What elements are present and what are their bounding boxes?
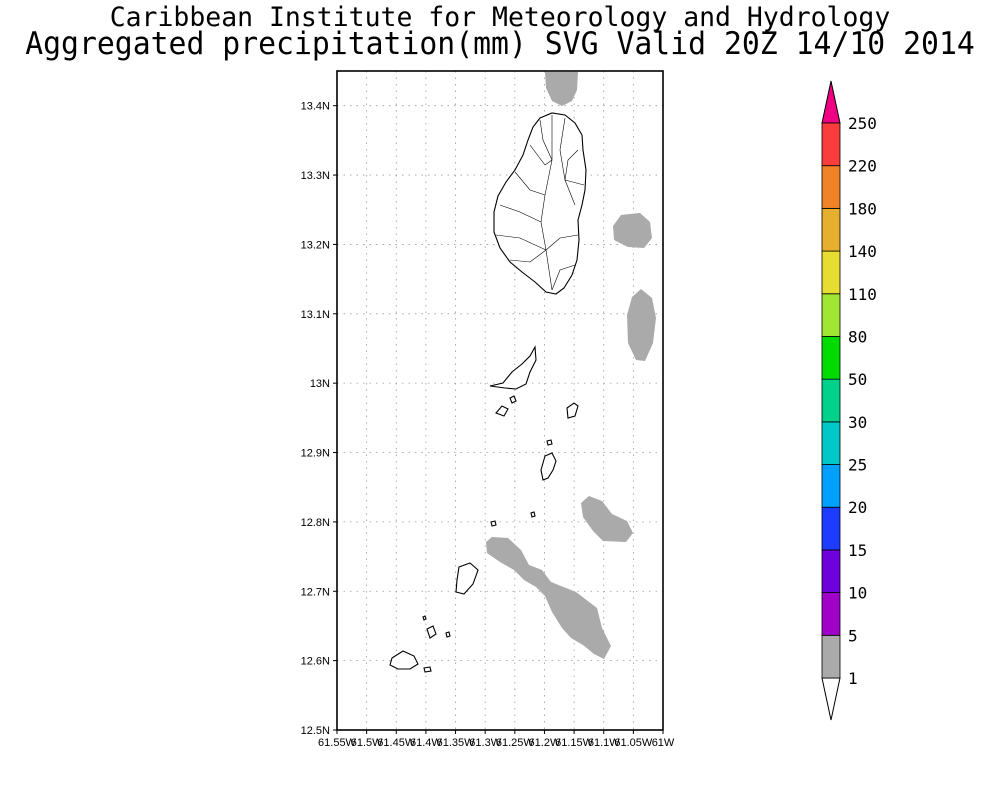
legend-swatch xyxy=(821,250,841,295)
islet-a xyxy=(495,405,509,417)
legend-label: 110 xyxy=(848,285,877,304)
legend-label: 20 xyxy=(848,498,867,517)
lon-tick-label: 61.15W xyxy=(555,737,594,749)
lat-tick-label: 12.7N xyxy=(301,586,330,598)
legend-swatch xyxy=(821,293,841,337)
lon-tick-label: 61.45W xyxy=(377,737,416,749)
islet-d xyxy=(490,520,497,527)
islet-b xyxy=(509,395,517,404)
legend-swatch xyxy=(821,549,841,594)
legend-swatch xyxy=(821,207,841,252)
island-st-vincent-watersheds xyxy=(495,115,585,291)
lon-tick-label: 61.2W xyxy=(529,737,561,749)
lat-tick-label: 13.3N xyxy=(301,170,330,182)
legend-arrow-above-max xyxy=(821,80,841,124)
rain-area-north-edge xyxy=(545,72,578,106)
lon-tick-label: 61.25W xyxy=(496,737,535,749)
legend-label: 180 xyxy=(848,199,877,218)
map-frame xyxy=(336,70,664,731)
rain-area-east-2 xyxy=(627,289,656,361)
island-carriacou xyxy=(389,650,419,670)
lat-tick-label: 13N xyxy=(310,378,330,390)
lon-tick-label: 61.1W xyxy=(588,737,620,749)
rain-area-east-1 xyxy=(613,213,652,248)
lon-tick-label: 61.4W xyxy=(410,737,442,749)
island-outlines xyxy=(389,112,587,673)
map-grid: 13.4N 13.3N 13.2N 13.1N 13N 12.9N 12.8N 12.7N 12… xyxy=(301,71,675,749)
legend-swatch xyxy=(821,421,841,465)
legend-label: 220 xyxy=(848,157,877,176)
legend-swatch xyxy=(821,506,841,551)
chart-title-institute: Caribbean Institute for Meteorology and … xyxy=(109,2,891,33)
island-mustique xyxy=(566,402,579,419)
lat-tick-label: 13.1N xyxy=(301,309,330,321)
islet-g xyxy=(445,631,451,638)
island-union xyxy=(455,562,479,595)
legend-swatch xyxy=(821,165,841,209)
legend-swatch xyxy=(821,592,841,636)
legend-label: 25 xyxy=(848,456,867,475)
lon-tick-label: 61.05W xyxy=(614,737,653,749)
rain-area-south-band xyxy=(486,537,611,659)
legend-label: 1 xyxy=(848,669,858,688)
legend-swatch xyxy=(821,378,841,423)
legend-label: 140 xyxy=(848,242,877,261)
lon-tick-label: 61W xyxy=(652,737,675,749)
lat-tick-label: 13.2N xyxy=(301,239,330,251)
lat-tick-label: 12.9N xyxy=(301,448,330,460)
islet-c xyxy=(546,439,553,446)
islet-e xyxy=(530,511,536,518)
legend-label: 50 xyxy=(848,370,867,389)
legend-label: 5 xyxy=(848,626,858,645)
lat-tick-label: 12.5N xyxy=(301,725,330,737)
legend-arrow-below-min xyxy=(821,677,841,721)
lon-tick-label: 61.55W xyxy=(318,737,357,749)
legend-swatch xyxy=(821,336,841,380)
legend-label: 15 xyxy=(848,541,867,560)
chart-title-product: Aggregated precipitation(mm) SVG Valid 2… xyxy=(25,26,975,62)
precipitation-areas xyxy=(486,72,656,659)
island-bequia xyxy=(489,345,537,390)
lon-tick-label: 61.35W xyxy=(437,737,476,749)
island-canouan xyxy=(540,452,557,481)
lon-tick-label: 61.3W xyxy=(469,737,501,749)
lat-tick-label: 13.4N xyxy=(301,101,330,113)
legend-label: 10 xyxy=(848,584,867,603)
island-st-vincent xyxy=(493,112,587,295)
islet-h xyxy=(423,666,432,673)
rain-area-southeast xyxy=(581,496,633,542)
islet-f xyxy=(426,625,437,639)
lat-tick-label: 12.6N xyxy=(301,656,330,668)
legend-label: 30 xyxy=(848,413,867,432)
islet-i xyxy=(422,615,427,621)
legend-swatch xyxy=(821,464,841,508)
legend-swatch xyxy=(821,122,841,167)
legend-label: 250 xyxy=(848,114,877,133)
legend-label: 80 xyxy=(848,327,867,346)
lon-tick-label: 61.5W xyxy=(351,737,383,749)
lat-tick-label: 12.8N xyxy=(301,517,330,529)
legend-swatch xyxy=(821,634,841,679)
